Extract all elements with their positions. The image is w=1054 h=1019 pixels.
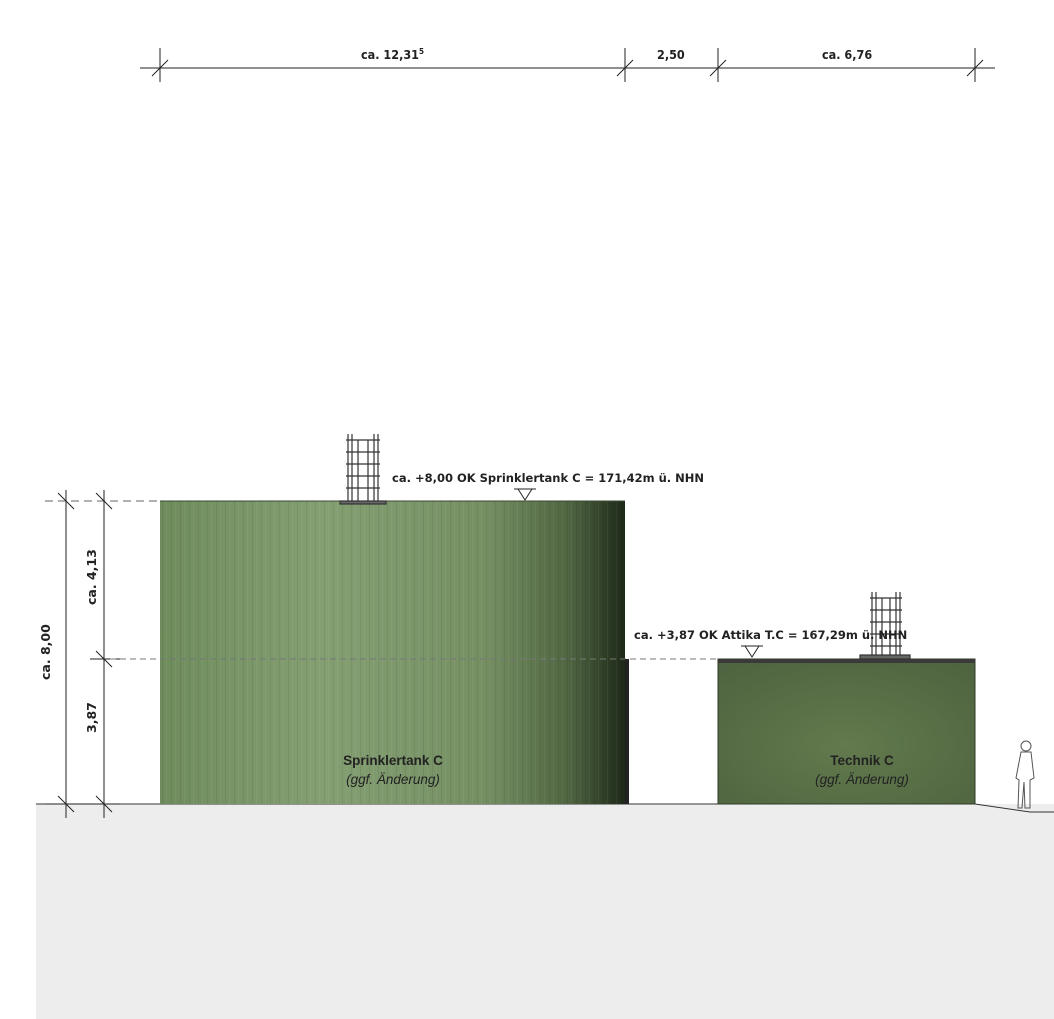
sprinkler-tank	[160, 500, 625, 804]
upper-height-label: ca. 4,13	[84, 549, 99, 605]
technik-building	[717, 658, 976, 805]
attika-level-marker	[741, 645, 763, 658]
ground	[36, 803, 1054, 1019]
technik-note: (ggf. Änderung)	[815, 772, 909, 787]
total-height-label: ca. 8,00	[38, 624, 53, 680]
tank-edge-stub	[625, 659, 629, 804]
tank-level-label: ca. +8,00 OK Sprinklertank C = 171,42m ü…	[392, 471, 704, 485]
tank-level-marker	[514, 488, 536, 501]
person-figure	[1015, 740, 1035, 809]
tank-width-label: ca. 12,315	[361, 47, 424, 62]
tank-note: (ggf. Änderung)	[346, 772, 440, 787]
left-dimension-chains	[45, 490, 160, 818]
gap-width-label: 2,50	[657, 47, 685, 62]
tank-width-sup: 5	[419, 47, 424, 56]
top-dimension-chain	[140, 48, 995, 82]
technik-name: Technik C	[830, 753, 894, 768]
technik-ladder	[859, 592, 911, 660]
tank-ladder	[339, 434, 387, 505]
lower-height-label: 3,87	[84, 702, 99, 733]
tank-name: Sprinklertank C	[343, 753, 443, 768]
technik-width-label: ca. 6,76	[822, 47, 872, 62]
attika-level-label: ca. +3,87 OK Attika T.C = 167,29m ü. NHN	[634, 628, 907, 642]
